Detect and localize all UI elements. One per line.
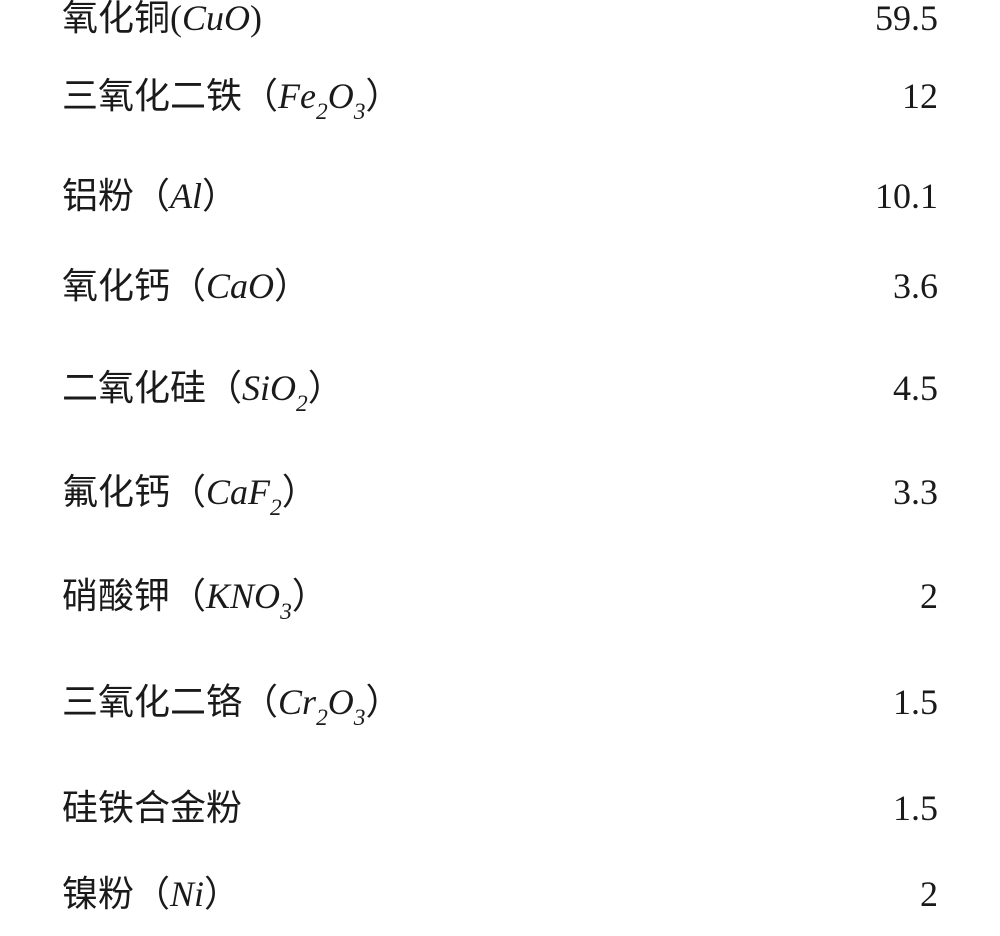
chemical-formula: Ni — [170, 874, 204, 914]
close-paren: ） — [365, 76, 401, 116]
composition-row: 硝酸钾（KNO3） 2 — [62, 578, 938, 684]
compound-label: 三氧化二铁（Fe2O3） — [62, 78, 401, 122]
compound-value: 4.5 — [893, 370, 938, 406]
compound-name-cn: 三氧化二铬 — [62, 682, 242, 722]
open-paren: （ — [242, 76, 278, 116]
compound-value: 3.3 — [893, 474, 938, 510]
composition-row: 氧化铜(CuO) 59.5 — [62, 0, 938, 78]
compound-value: 2 — [920, 876, 938, 912]
open-paren: （ — [170, 266, 206, 306]
close-paren: ） — [204, 874, 240, 914]
compound-value: 12 — [902, 78, 938, 114]
open-paren: （ — [170, 576, 206, 616]
chemical-formula: CuO — [182, 0, 250, 38]
compound-value: 2 — [920, 578, 938, 614]
compound-value: 3.6 — [893, 268, 938, 304]
composition-row: 铝粉（Al） 10.1 — [62, 178, 938, 268]
compound-name-cn: 氧化钙 — [62, 266, 170, 306]
compound-name-cn: 硅铁合金粉 — [62, 788, 242, 828]
composition-row: 氧化钙（CaO） 3.6 — [62, 268, 938, 370]
open-paren: （ — [170, 472, 206, 512]
open-paren: （ — [206, 368, 242, 408]
close-paren: ） — [274, 266, 310, 306]
chemical-formula: Fe2O3 — [278, 76, 365, 116]
close-paren: ） — [282, 472, 318, 512]
close-paren: ） — [292, 576, 328, 616]
compound-value: 59.5 — [875, 0, 938, 36]
compound-name-cn: 氟化钙 — [62, 472, 170, 512]
compound-name-cn: 三氧化二铁 — [62, 76, 242, 116]
chemical-formula: Cr2O3 — [278, 682, 365, 722]
chemical-formula: SiO2 — [242, 368, 308, 408]
open-paren: ( — [170, 0, 182, 38]
close-paren: ） — [202, 176, 238, 216]
composition-row: 氟化钙（CaF2） 3.3 — [62, 474, 938, 578]
chemical-formula: KNO3 — [206, 576, 292, 616]
chemical-formula: CaO — [206, 266, 274, 306]
close-paren: ） — [365, 682, 401, 722]
chemical-formula: Al — [170, 176, 202, 216]
compound-label: 铝粉（Al） — [62, 178, 238, 214]
compound-label: 氧化钙（CaO） — [62, 268, 310, 304]
compound-value: 1.5 — [893, 684, 938, 720]
compound-label: 氟化钙（CaF2） — [62, 474, 318, 518]
composition-list: 氧化铜(CuO)59.5三氧化二铁（Fe2O3）12铝粉（Al）10.1氧化钙（… — [0, 0, 1000, 936]
compound-name-cn: 硝酸钾 — [62, 576, 170, 616]
compound-label: 氧化铜(CuO) — [62, 0, 262, 36]
compound-label: 二氧化硅（SiO2） — [62, 370, 344, 414]
close-paren: ） — [308, 368, 344, 408]
close-paren: ) — [250, 0, 262, 38]
composition-row: 三氧化二铁（Fe2O3） 12 — [62, 78, 938, 178]
open-paren: （ — [242, 682, 278, 722]
composition-row: 二氧化硅（SiO2） 4.5 — [62, 370, 938, 474]
composition-row: 三氧化二铬（Cr2O3） 1.5 — [62, 684, 938, 790]
compound-name-cn: 镍粉 — [62, 874, 134, 914]
compound-label: 硝酸钾（KNO3） — [62, 578, 328, 622]
compound-name-cn: 氧化铜 — [62, 0, 170, 38]
compound-value: 10.1 — [875, 178, 938, 214]
compound-value: 1.5 — [893, 790, 938, 826]
composition-row: 镍粉（Ni） 2 — [62, 876, 938, 936]
compound-label: 硅铁合金粉 — [62, 790, 242, 826]
compound-name-cn: 铝粉 — [62, 176, 134, 216]
compound-label: 三氧化二铬（Cr2O3） — [62, 684, 401, 728]
chemical-formula: CaF2 — [206, 472, 282, 512]
composition-row: 硅铁合金粉 1.5 — [62, 790, 938, 876]
compound-label: 镍粉（Ni） — [62, 876, 240, 912]
open-paren: （ — [134, 176, 170, 216]
compound-name-cn: 二氧化硅 — [62, 368, 206, 408]
open-paren: （ — [134, 874, 170, 914]
